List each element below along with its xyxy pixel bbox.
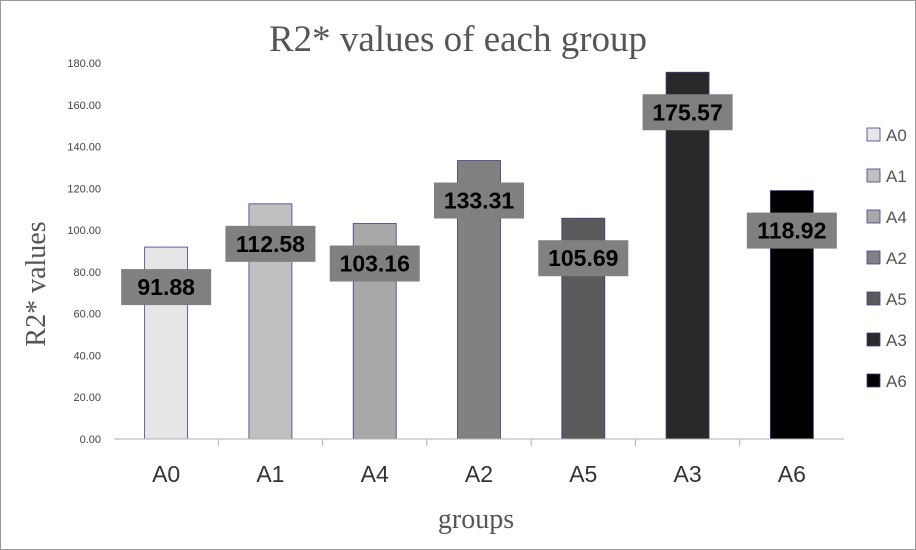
legend-label: A2 bbox=[886, 249, 907, 268]
legend-swatch bbox=[866, 209, 881, 224]
x-axis-ticks: A0 A1 A4 A2 A5 A3 A6 bbox=[152, 439, 806, 487]
x-tick-label: A3 bbox=[674, 461, 702, 487]
data-label: 175.57 bbox=[652, 99, 722, 125]
y-tick-label: 180.00 bbox=[67, 58, 101, 70]
data-label-box bbox=[121, 269, 212, 306]
legend-label: A6 bbox=[886, 372, 907, 391]
data-label: 91.88 bbox=[137, 274, 195, 300]
legend-label: A3 bbox=[886, 331, 907, 350]
legend-item-A1: A1 bbox=[866, 167, 907, 186]
data-label-A3: 175.57 bbox=[642, 94, 733, 131]
legend-item-A5: A5 bbox=[866, 290, 907, 309]
legend: A0 A1 A4 A2 A5 A3 A6 bbox=[866, 126, 907, 391]
legend-swatch bbox=[866, 373, 881, 388]
legend-swatch bbox=[866, 250, 881, 265]
y-axis-ticks: 0.00 20.00 40.00 60.00 80.00 100.00 120.00 140.… bbox=[67, 58, 101, 446]
x-tick-label: A2 bbox=[465, 461, 493, 487]
legend-item-A3: A3 bbox=[866, 331, 907, 350]
x-axis-title: groups bbox=[438, 504, 514, 535]
bar-A3 bbox=[665, 71, 710, 440]
data-label-A5: 105.69 bbox=[538, 240, 629, 277]
y-tick-label: 20.00 bbox=[73, 392, 101, 404]
data-label-A6: 118.92 bbox=[746, 212, 837, 249]
y-tick-label: 40.00 bbox=[73, 350, 101, 362]
data-label-box bbox=[642, 94, 733, 131]
y-tick-label: 140.00 bbox=[67, 142, 101, 154]
data-labels: 91.88 112.58 103.16 133.31 105.69 175.57 118.9… bbox=[121, 94, 837, 306]
data-label-box bbox=[538, 240, 629, 277]
data-label: 118.92 bbox=[757, 218, 826, 244]
y-tick-label: 160.00 bbox=[67, 100, 101, 112]
x-tick-label: A1 bbox=[256, 461, 284, 487]
data-label: 105.69 bbox=[548, 245, 618, 271]
legend-item-A4: A4 bbox=[866, 208, 907, 227]
data-label-box bbox=[746, 212, 837, 249]
legend-swatch bbox=[866, 127, 881, 142]
legend-swatch bbox=[866, 168, 881, 183]
data-label: 112.58 bbox=[236, 231, 305, 257]
y-tick-label: 60.00 bbox=[73, 309, 101, 321]
data-label-A0: 91.88 bbox=[121, 269, 212, 306]
x-tick-label: A0 bbox=[152, 461, 180, 487]
y-tick-label: 0.00 bbox=[80, 434, 101, 446]
legend-item-A2: A2 bbox=[866, 249, 907, 268]
x-tick-label: A6 bbox=[778, 461, 806, 487]
y-tick-label: 100.00 bbox=[67, 225, 101, 237]
legend-swatch bbox=[866, 291, 881, 306]
data-label: 103.16 bbox=[340, 251, 410, 277]
x-tick-label: A5 bbox=[569, 461, 597, 487]
data-label-box bbox=[225, 225, 316, 262]
x-tick-label: A4 bbox=[361, 461, 389, 487]
y-axis-title: R2* values bbox=[21, 221, 52, 346]
legend-label: A5 bbox=[886, 290, 907, 309]
data-label-A2: 133.31 bbox=[434, 182, 524, 219]
legend-item-A0: A0 bbox=[866, 126, 907, 145]
data-label: 133.31 bbox=[444, 188, 515, 214]
y-tick-label: 80.00 bbox=[73, 267, 101, 279]
legend-swatch bbox=[866, 332, 881, 347]
legend-label: A0 bbox=[886, 126, 907, 145]
legend-item-A6: A6 bbox=[866, 372, 907, 391]
chart-title: R2* values of each group bbox=[269, 19, 647, 60]
data-label-A4: 103.16 bbox=[329, 245, 420, 282]
data-label-A1: 112.58 bbox=[225, 225, 316, 262]
legend-label: A4 bbox=[886, 208, 907, 227]
y-tick-label: 120.00 bbox=[67, 183, 101, 195]
legend-label: A1 bbox=[886, 167, 907, 186]
data-label-box bbox=[329, 245, 420, 282]
data-label-box bbox=[434, 182, 524, 219]
